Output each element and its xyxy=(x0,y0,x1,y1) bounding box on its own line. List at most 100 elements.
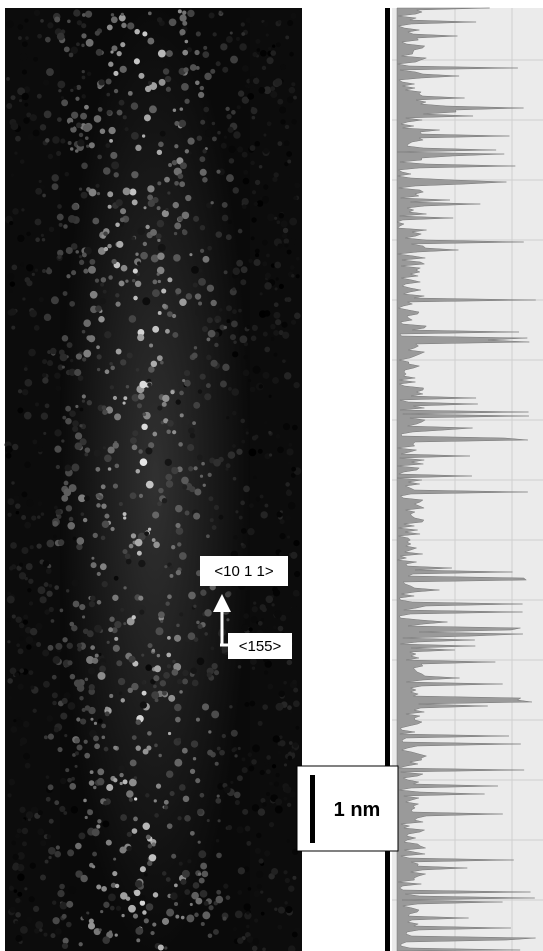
speckle xyxy=(175,504,183,513)
speckle xyxy=(88,142,95,149)
speckle xyxy=(5,445,13,453)
speckle xyxy=(215,231,223,238)
speckle xyxy=(247,92,255,100)
speckle xyxy=(199,225,206,231)
speckle xyxy=(261,239,268,246)
speckle xyxy=(42,680,50,688)
speckle xyxy=(63,811,68,815)
speckle xyxy=(72,536,77,541)
speckle xyxy=(84,677,89,682)
speckle xyxy=(251,804,260,812)
speckle xyxy=(88,684,95,691)
speckle xyxy=(217,783,225,790)
speckle xyxy=(79,407,84,412)
speckle xyxy=(257,448,263,454)
speckle xyxy=(243,903,251,911)
speckle xyxy=(204,393,212,401)
speckle xyxy=(138,595,144,601)
speckle xyxy=(136,550,142,556)
speckle xyxy=(68,368,76,376)
speckle xyxy=(75,404,79,409)
speckle xyxy=(175,288,182,295)
speckle xyxy=(243,354,249,360)
speckle xyxy=(11,481,15,485)
speckle xyxy=(230,55,239,64)
speckle xyxy=(246,911,250,915)
speckle xyxy=(74,368,82,377)
speckle xyxy=(214,342,219,348)
speckle xyxy=(76,744,83,751)
speckle xyxy=(120,42,126,48)
speckle xyxy=(83,739,88,744)
direction-label: <155> xyxy=(228,633,292,659)
speckle xyxy=(70,806,79,814)
speckle xyxy=(34,494,39,498)
speckle xyxy=(120,892,128,900)
speckle xyxy=(219,380,227,388)
speckle xyxy=(197,454,203,461)
speckle xyxy=(157,944,164,951)
speckle xyxy=(175,399,181,405)
speckle xyxy=(63,692,71,700)
speckle xyxy=(57,364,64,371)
speckle xyxy=(131,171,139,179)
speckle xyxy=(152,325,160,333)
speckle xyxy=(202,483,206,487)
speckle xyxy=(263,86,272,95)
speckle xyxy=(118,501,123,507)
speckle xyxy=(231,320,238,328)
speckle xyxy=(71,463,80,472)
speckle xyxy=(29,545,34,550)
speckle xyxy=(41,373,47,378)
speckle xyxy=(162,690,167,696)
speckle xyxy=(92,217,100,225)
speckle xyxy=(119,781,123,786)
speckle xyxy=(139,900,146,906)
speckle xyxy=(243,485,250,493)
speckle xyxy=(67,19,71,24)
speckle xyxy=(166,664,171,669)
speckle xyxy=(127,22,135,30)
speckle xyxy=(202,51,210,58)
speckle xyxy=(12,208,19,215)
speckle xyxy=(214,761,219,766)
speckle xyxy=(78,942,83,947)
speckle xyxy=(133,295,138,301)
speckle xyxy=(254,140,260,147)
speckle xyxy=(236,775,243,782)
speckle xyxy=(67,660,73,666)
speckle xyxy=(31,272,35,276)
speckle xyxy=(33,324,40,331)
speckle xyxy=(7,273,15,281)
speckle xyxy=(86,911,90,915)
speckle xyxy=(253,601,257,605)
speckle xyxy=(106,24,113,31)
speckle xyxy=(177,542,182,547)
speckle xyxy=(114,883,120,889)
speckle xyxy=(248,765,255,772)
speckle xyxy=(232,187,240,194)
speckle xyxy=(228,158,235,164)
speckle xyxy=(219,324,226,331)
speckle xyxy=(7,512,12,517)
speckle xyxy=(271,44,276,48)
speckle xyxy=(43,582,49,588)
speckle xyxy=(106,783,114,792)
speckle xyxy=(128,315,137,323)
speckle xyxy=(16,719,24,727)
speckle xyxy=(35,921,44,929)
speckle xyxy=(52,700,57,706)
speckle xyxy=(225,463,231,469)
speckle xyxy=(288,741,293,745)
speckle xyxy=(223,270,228,275)
speckle xyxy=(71,203,79,211)
speckle xyxy=(109,362,113,366)
speckle xyxy=(179,612,184,617)
speckle xyxy=(51,674,57,680)
speckle xyxy=(184,98,190,104)
speckle xyxy=(51,692,58,699)
speckle xyxy=(153,675,160,682)
speckle xyxy=(111,45,118,52)
speckle xyxy=(73,9,81,17)
speckle xyxy=(108,275,113,280)
